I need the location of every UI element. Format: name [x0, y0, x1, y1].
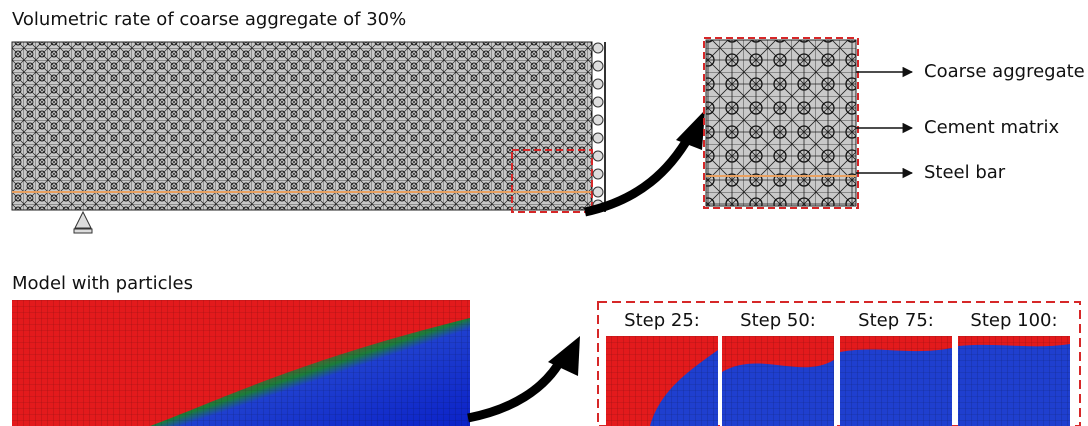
- label: Steel bar: [924, 162, 1006, 183]
- label: Cement matrix: [924, 117, 1059, 138]
- step-label: Step 25:: [624, 310, 700, 331]
- mesh-model: [12, 42, 592, 210]
- figure: Volumetric rate of coarse aggregate of 3…: [0, 0, 1088, 426]
- step-label: Step 75:: [858, 310, 934, 331]
- zoom-mesh: [706, 40, 856, 206]
- step-label: Step 100:: [970, 310, 1057, 331]
- step-arrow: [468, 358, 562, 418]
- step-panels: [606, 336, 1070, 426]
- pin-support: [74, 212, 92, 233]
- step-label: Step 50:: [740, 310, 816, 331]
- label: Coarse aggregate: [924, 61, 1085, 82]
- roller-supports: [593, 42, 605, 212]
- top-title: Volumetric rate of coarse aggregate of 3…: [12, 9, 406, 30]
- contour-grid: [12, 300, 470, 426]
- bottom-title: Model with particles: [12, 273, 193, 294]
